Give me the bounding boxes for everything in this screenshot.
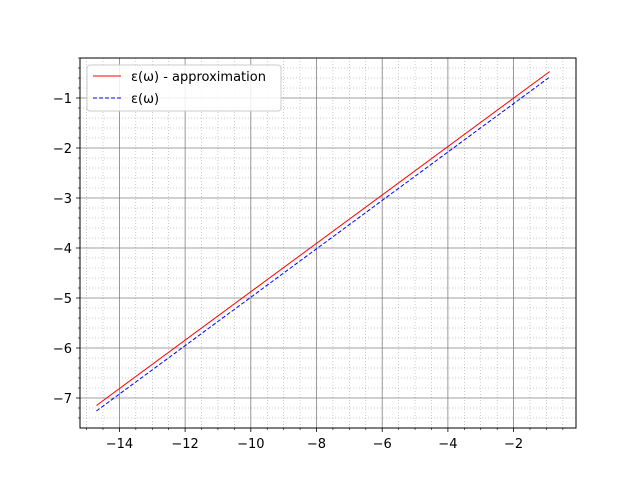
legend-box — [86, 64, 282, 112]
y-tick-label: −4 — [53, 242, 72, 257]
x-tick-label: −12 — [171, 437, 198, 452]
y-tick-label: −7 — [53, 392, 72, 407]
legend-label-approximation: ε(ω) - approximation — [131, 70, 266, 85]
legend-label-epsilon: ε(ω) — [131, 92, 159, 107]
series-layer — [96, 71, 551, 412]
legend: ε(ω) - approximation ε(ω) — [86, 64, 282, 112]
series-line-0 — [96, 71, 551, 406]
x-tick-label: −14 — [106, 437, 133, 452]
plot-frame — [79, 57, 577, 429]
plot-area — [80, 58, 576, 428]
major-grid — [80, 58, 576, 428]
x-tick-label: −8 — [307, 437, 326, 452]
y-tick-label: −6 — [53, 342, 72, 357]
y-tick-label: −3 — [53, 192, 72, 207]
y-axis-ticks: −7 −6 −5 −4 −3 −2 −1 — [53, 57, 80, 419]
x-tick-label: −2 — [504, 437, 523, 452]
series-line-1 — [96, 76, 551, 412]
x-tick-label: −6 — [373, 437, 392, 452]
x-axis-ticks: −14 −12 −10 −8 −6 −4 −2 — [86, 428, 564, 452]
x-tick-label: −4 — [438, 437, 457, 452]
x-tick-label: −10 — [237, 437, 264, 452]
y-tick-label: −2 — [53, 142, 72, 157]
y-tick-label: −5 — [53, 292, 72, 307]
y-tick-label: −1 — [53, 92, 72, 107]
